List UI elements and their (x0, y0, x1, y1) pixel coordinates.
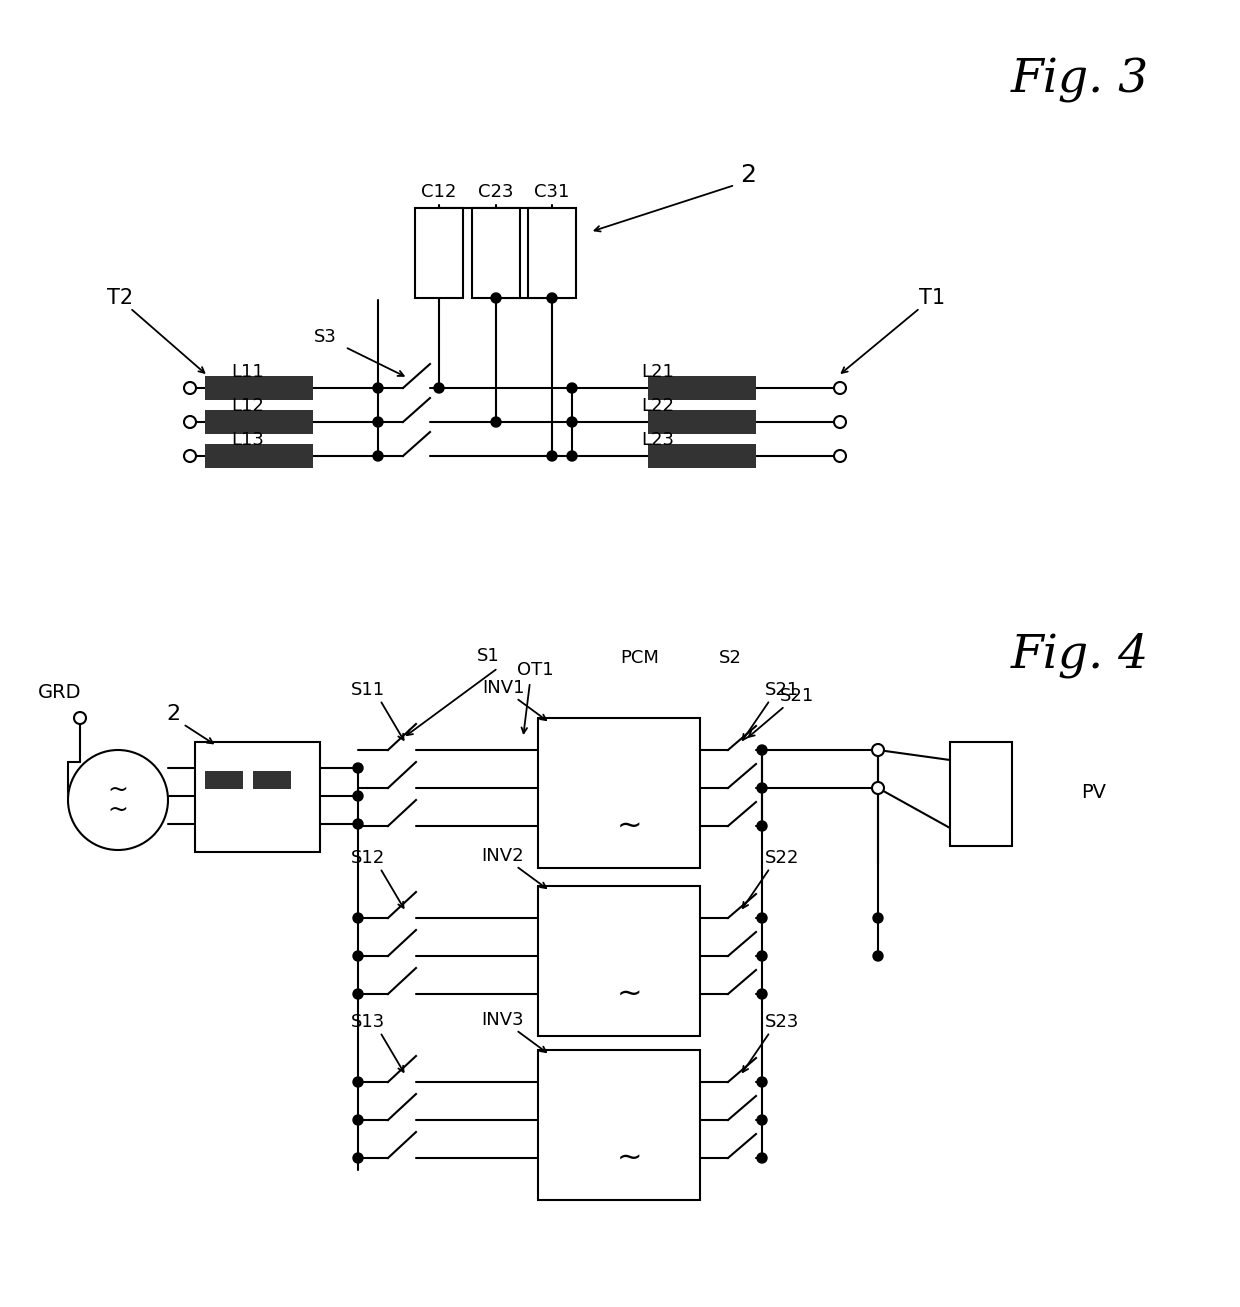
Circle shape (756, 1077, 768, 1087)
Text: Fig. 3: Fig. 3 (1011, 58, 1149, 103)
Text: C31: C31 (534, 183, 569, 201)
Circle shape (567, 383, 577, 393)
Circle shape (353, 763, 363, 772)
Circle shape (373, 383, 383, 393)
Circle shape (756, 1153, 768, 1163)
Bar (205, 376, 312, 400)
Circle shape (872, 782, 884, 793)
Text: L12: L12 (232, 397, 264, 416)
Text: L21: L21 (641, 363, 675, 382)
Bar (205, 444, 312, 468)
Bar (205, 771, 243, 789)
Text: C12: C12 (422, 183, 456, 201)
Text: ~: ~ (616, 1144, 642, 1172)
Circle shape (373, 451, 383, 461)
Text: C23: C23 (479, 183, 513, 201)
Text: PCM: PCM (620, 650, 660, 667)
Circle shape (353, 1077, 363, 1087)
Text: T2: T2 (107, 288, 133, 308)
Circle shape (756, 745, 768, 755)
Text: S1: S1 (476, 647, 500, 665)
Text: L11: L11 (232, 363, 264, 382)
Circle shape (184, 450, 196, 461)
Bar (195, 742, 320, 852)
Circle shape (547, 451, 557, 461)
Circle shape (835, 416, 846, 427)
Text: ~: ~ (616, 812, 642, 840)
Text: ~: ~ (108, 799, 129, 822)
Text: INV3: INV3 (481, 1012, 525, 1029)
Bar (950, 742, 1012, 846)
Text: S21: S21 (765, 681, 799, 699)
Bar (538, 886, 701, 1036)
Circle shape (873, 914, 883, 923)
Circle shape (491, 417, 501, 427)
Bar (472, 208, 520, 298)
Circle shape (74, 712, 86, 724)
Text: ~: ~ (108, 778, 129, 802)
Circle shape (68, 750, 167, 850)
Circle shape (184, 416, 196, 427)
Text: L22: L22 (641, 397, 675, 416)
Text: S13: S13 (351, 1013, 386, 1031)
Circle shape (756, 783, 768, 793)
Circle shape (353, 1115, 363, 1125)
Bar (205, 410, 312, 434)
Circle shape (756, 914, 768, 923)
Bar (415, 208, 463, 298)
Text: 2: 2 (166, 704, 180, 724)
Text: OT1: OT1 (517, 661, 553, 680)
Circle shape (756, 951, 768, 961)
Circle shape (547, 293, 557, 303)
Bar (649, 410, 756, 434)
Bar (538, 718, 701, 868)
Circle shape (373, 417, 383, 427)
Circle shape (567, 451, 577, 461)
Text: INV2: INV2 (481, 847, 525, 865)
Circle shape (756, 1115, 768, 1125)
Bar (538, 1050, 701, 1200)
Text: S21: S21 (780, 687, 815, 704)
Text: PV: PV (1081, 783, 1106, 801)
Circle shape (491, 293, 501, 303)
Circle shape (353, 989, 363, 999)
Circle shape (567, 417, 577, 427)
Bar (528, 208, 577, 298)
Circle shape (353, 951, 363, 961)
Circle shape (756, 821, 768, 831)
Text: ~: ~ (616, 979, 642, 1009)
Circle shape (353, 791, 363, 801)
Text: Fig. 4: Fig. 4 (1011, 633, 1149, 678)
Text: GRD: GRD (38, 682, 82, 702)
Bar (649, 444, 756, 468)
Circle shape (756, 989, 768, 999)
Text: S2: S2 (718, 650, 742, 667)
Circle shape (872, 744, 884, 755)
Circle shape (184, 382, 196, 393)
Text: INV1: INV1 (482, 680, 525, 697)
Text: S22: S22 (765, 850, 800, 867)
Circle shape (835, 450, 846, 461)
Text: T1: T1 (919, 288, 945, 308)
Text: S12: S12 (351, 850, 386, 867)
Bar (253, 771, 291, 789)
Circle shape (434, 383, 444, 393)
Text: L13: L13 (232, 431, 264, 450)
Bar (649, 376, 756, 400)
Circle shape (353, 819, 363, 829)
Circle shape (353, 1153, 363, 1163)
Circle shape (835, 382, 846, 393)
Text: L23: L23 (641, 431, 675, 450)
Text: S23: S23 (765, 1013, 800, 1031)
Circle shape (353, 914, 363, 923)
Circle shape (873, 951, 883, 961)
Text: 2: 2 (740, 163, 756, 187)
Text: S11: S11 (351, 681, 386, 699)
Text: S3: S3 (314, 328, 336, 346)
